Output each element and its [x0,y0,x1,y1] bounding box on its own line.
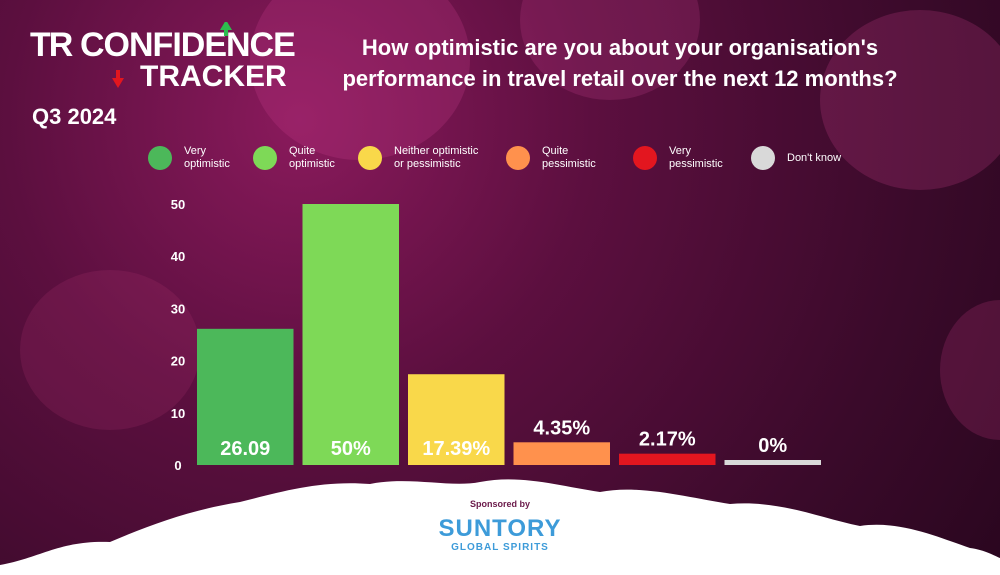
sponsor-logo-name: SUNTORY [438,515,562,542]
bokeh-light [250,0,470,160]
legend-swatch [148,146,172,170]
legend-label: Very [669,145,692,157]
legend-label: Quite [289,145,316,157]
legend-label: optimistic [289,158,335,170]
bokeh-light [20,270,200,430]
sponsor-cloud-shape [0,479,1000,575]
bar-data-label: 0% [758,435,787,457]
logo-confidence: CONFIDENCE [80,26,296,64]
bar-data-label: 17.39% [422,438,490,460]
legend-item: Quite pessimistic [506,140,596,176]
bokeh-light [820,10,1000,190]
bar [513,442,610,465]
legend-swatch [751,146,775,170]
quarter-label: Q3 2024 [32,104,117,129]
bar [197,328,294,465]
logo-tracker: TRACKER [140,60,287,93]
bar-data-label: 50% [331,438,371,460]
bar-data-label: 26.09 [220,438,270,460]
logo-tr: TR [30,26,73,64]
legend-label: optimistic [184,158,230,170]
bar [619,453,716,465]
legend-swatch [506,146,530,170]
legend-label: or pessimistic [394,158,461,170]
legend-label: Don't know [787,151,842,164]
bar-data-label: 4.35% [533,417,590,439]
legend-label: pessimistic [669,158,723,170]
tr-confidence-tracker-logo: TR CONFIDENCE TRACKER [30,22,296,93]
chart-legend: Very optimistic Quite optimistic Neither o… [148,140,908,180]
legend-swatch [358,146,382,170]
legend-swatch [633,146,657,170]
logo-arrows-icon [112,22,232,88]
legend-label: Very [184,145,207,157]
up-arrow-icon [220,22,232,36]
legend-item: Don't know [751,140,841,176]
bar [302,204,399,465]
y-tick-label: 0 [174,458,181,473]
legend-label: Neither optimistic [394,145,479,157]
legend-swatch [253,146,277,170]
y-tick-label: 40 [171,249,185,264]
legend-label: pessimistic [542,158,596,170]
down-arrow-icon [112,70,124,88]
sponsor-logo-subtitle: GLOBAL SPIRITS [451,542,549,553]
legend-item: Very pessimistic [633,140,723,176]
y-tick-label: 30 [171,301,185,316]
legend-item: Very optimistic [148,140,230,176]
y-tick-label: 10 [171,406,185,421]
y-tick-label: 50 [171,197,185,212]
legend-item: Quite optimistic [253,140,335,176]
legend-label: Quite [542,145,569,157]
legend-item: Neither optimistic or pessimistic [358,140,478,176]
sponsored-by-label: Sponsored by [469,499,530,509]
y-tick-label: 20 [171,354,185,369]
bar [408,374,505,465]
bar [724,460,821,465]
chart-title: How optimistic are you about your organi… [342,35,898,91]
bar-data-label: 2.17% [639,429,696,451]
